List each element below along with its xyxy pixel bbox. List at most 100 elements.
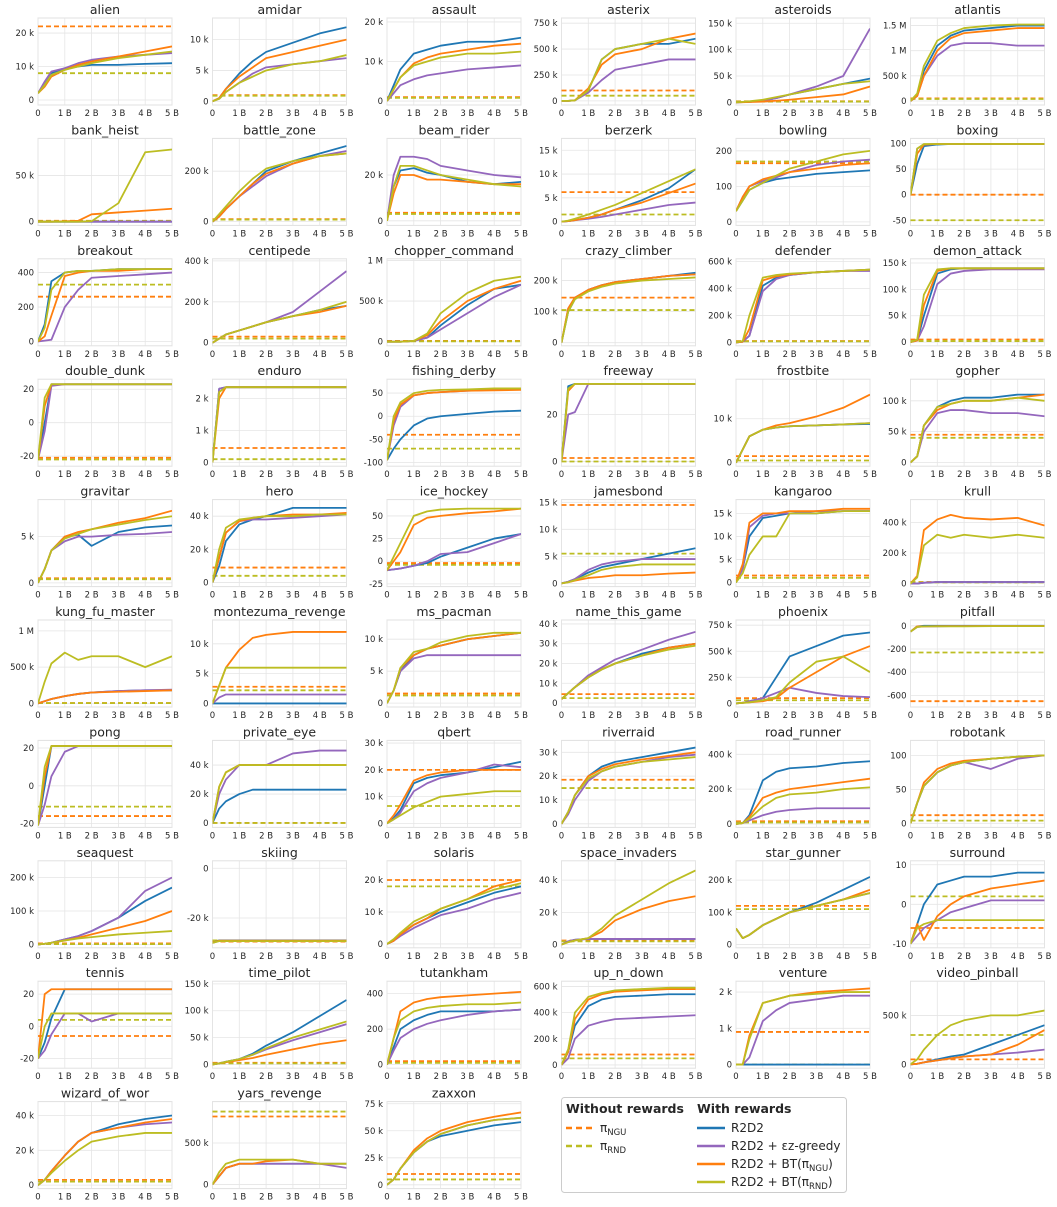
series-line (387, 1116, 521, 1186)
plot-area (37, 860, 173, 949)
y-tick-label: 0 (552, 218, 557, 228)
x-tick-label: 3 B (809, 350, 823, 360)
x-tick-label: 1 B (232, 1072, 246, 1082)
plot-area (561, 860, 696, 949)
plot-area (212, 1101, 347, 1190)
series-line (387, 768, 521, 824)
y-tick-label: 50 k (16, 171, 35, 181)
subplot-title: pitfall (960, 604, 995, 619)
x-tick-label: 5 B (1038, 470, 1052, 480)
plot-area (561, 739, 696, 828)
x-tick-label: 4 B (313, 711, 327, 721)
x-tick-label: 5 B (1038, 711, 1052, 721)
y-tick-label: -600 (887, 691, 906, 701)
plot-area (37, 980, 173, 1069)
y-tick-label: 0 (29, 96, 34, 106)
subplot-title: bank_heist (71, 122, 139, 137)
x-tick-label: 4 B (313, 1193, 327, 1203)
x-tick-label: 1 B (58, 470, 72, 480)
plot-lines (38, 1114, 172, 1186)
y-tick-label: 0 (378, 338, 383, 348)
x-tick-label: 1 B (407, 1072, 421, 1082)
x-tick-label: 0 (908, 470, 913, 480)
x-tick-label: 5 B (340, 1193, 354, 1203)
series-line (736, 422, 870, 464)
y-tick-label: 10 (896, 861, 907, 871)
y-tick-label: 20 (23, 744, 34, 754)
x-tick-label: 5 B (514, 711, 528, 721)
x-tick-label: 3 B (286, 109, 300, 119)
y-tick-label: 0 (378, 1181, 383, 1191)
x-tick-label: 2 B (434, 470, 448, 480)
y-tick-label: 400 k (534, 1009, 558, 1019)
subplot-title: seaquest (77, 845, 134, 860)
series-line (910, 396, 1045, 464)
x-tick-label: 0 (733, 229, 738, 239)
y-tick-label: 40 k (16, 1112, 35, 1122)
x-tick-label: 4 B (487, 350, 501, 360)
x-tick-label: 0 (384, 350, 389, 360)
x-tick-label: 4 B (138, 1193, 152, 1203)
y-tick-label: 200 k (708, 876, 732, 886)
legend-label: R2D2 + εz-greedy (731, 1139, 840, 1153)
subplot-title: demon_attack (933, 243, 1023, 258)
y-tick-label: 20 k (539, 908, 558, 918)
subplot: 0 1 B 2 B 3 B 4 B 5 B 0 1 k 2 k venture (719, 965, 877, 1082)
x-tick-label: 4 B (138, 711, 152, 721)
series-line (910, 899, 1045, 945)
x-tick-label: 1 B (232, 470, 246, 480)
y-tick-label: 5 k (195, 670, 208, 680)
series-line (736, 510, 870, 583)
series-line (910, 533, 1045, 585)
subplot-title: gopher (955, 363, 1000, 378)
series-line (212, 54, 347, 103)
x-tick-label: 4 B (313, 229, 327, 239)
y-tick-label: 0 (727, 699, 732, 709)
subplot-title: ice_hockey (420, 484, 489, 499)
plot-area (386, 499, 522, 588)
x-tick-label: 3 B (635, 952, 649, 962)
x-tick-label: 1 B (232, 591, 246, 601)
series-line (561, 1014, 696, 1066)
x-tick-label: 0 (35, 470, 40, 480)
y-tick-label: 10 k (539, 679, 558, 689)
x-tick-label: 4 B (662, 109, 676, 119)
y-tick-label: 50 k (888, 312, 907, 322)
x-tick-label: 4 B (662, 711, 676, 721)
x-tick-label: 3 B (984, 952, 998, 962)
y-tick-label: 10 k (16, 63, 35, 73)
x-tick-label: 3 B (111, 952, 125, 962)
plot-area (212, 980, 347, 1069)
x-tick-label: 3 B (635, 711, 649, 721)
x-tick-label: 3 B (460, 229, 474, 239)
x-tick-label: 0 (384, 470, 389, 480)
x-tick-label: 3 B (460, 952, 474, 962)
x-tick-label: 0 (559, 350, 564, 360)
x-tick-label: 4 B (662, 229, 676, 239)
series-line (561, 276, 696, 343)
subplot: 0 1 B 2 B 3 B 4 B 5 B 0 50 k 100 k 150 k asteroids (708, 2, 877, 119)
y-tick-label: -50 (893, 216, 907, 226)
plot-lines (38, 651, 172, 705)
series-line (387, 790, 521, 825)
plot-lines (387, 155, 521, 222)
plot-area (212, 619, 347, 708)
x-tick-label: 0 (733, 952, 738, 962)
x-tick-label: 5 B (863, 1072, 877, 1082)
plot-area (910, 258, 1045, 347)
x-tick-label: 2 B (85, 711, 99, 721)
x-tick-label: 4 B (1011, 470, 1025, 480)
y-tick-label: 5 k (195, 66, 208, 76)
x-tick-label: 5 B (514, 591, 528, 601)
plot-lines (736, 876, 870, 940)
x-tick-label: 4 B (662, 952, 676, 962)
y-tick-label: 500 k (10, 663, 34, 673)
series-line (387, 387, 521, 461)
plot-lines (561, 986, 696, 1066)
y-tick-label: 20 k (365, 171, 384, 181)
y-tick-label: 1.5 M (883, 22, 907, 32)
subplot: 0 1 B 2 B 3 B 4 B 5 B 0 500 k video_pinball (883, 965, 1052, 1082)
subplot: 0 1 B 2 B 3 B 4 B 5 B 0 200 400 breakout (18, 243, 179, 360)
series-line (387, 990, 521, 1065)
